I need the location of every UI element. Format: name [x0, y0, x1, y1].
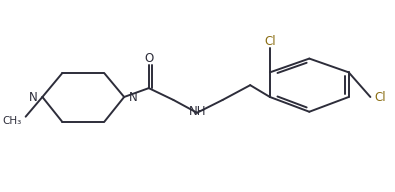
Text: N: N — [29, 91, 38, 104]
Text: Cl: Cl — [264, 35, 276, 48]
Text: NH: NH — [189, 105, 207, 118]
Text: CH₃: CH₃ — [2, 116, 22, 126]
Text: Cl: Cl — [374, 91, 386, 104]
Text: O: O — [144, 52, 153, 65]
Text: N: N — [129, 91, 138, 104]
